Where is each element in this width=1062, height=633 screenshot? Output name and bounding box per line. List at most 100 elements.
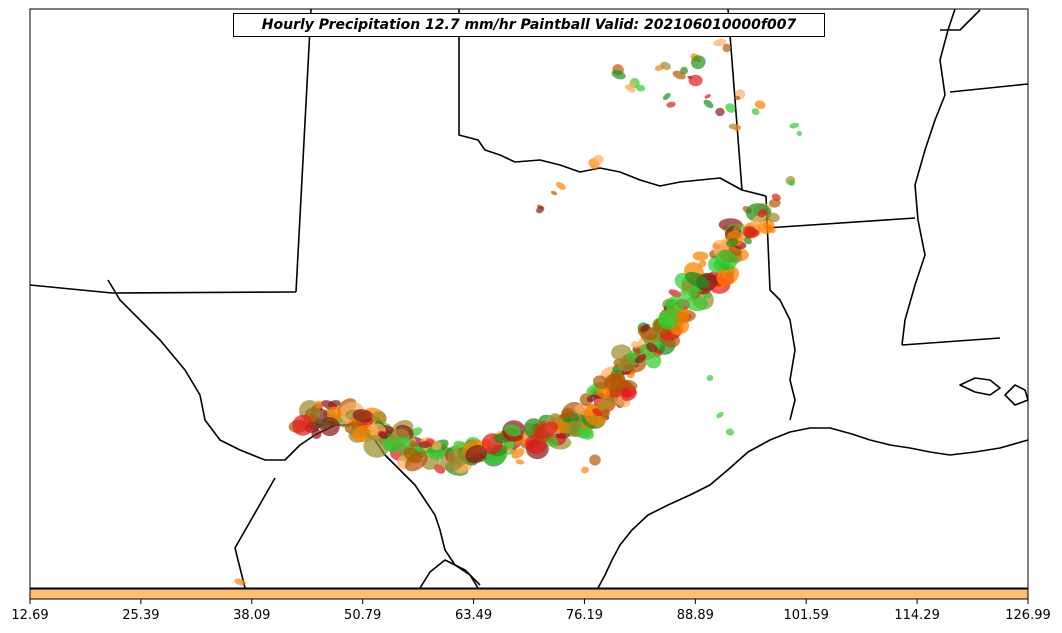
precip-blob	[363, 435, 390, 458]
precip-blob	[646, 342, 658, 353]
precip-blob	[767, 212, 780, 223]
colorbar-tick-label: 12.69	[11, 608, 49, 623]
precip-blob	[598, 393, 619, 411]
coastline-lakes	[959, 377, 1029, 406]
precip-blob	[617, 360, 635, 372]
precip-blob	[621, 388, 637, 402]
boundary-nm-tx	[295, 8, 312, 293]
precip-blob	[722, 43, 732, 53]
precip-blob	[662, 92, 671, 101]
precip-blob	[688, 74, 703, 87]
precip-blob	[555, 181, 566, 190]
boundary-ok-ar	[727, 8, 743, 191]
precip-blob	[596, 386, 611, 399]
precip-blob	[635, 353, 647, 364]
precip-blob	[515, 459, 525, 465]
precip-blob	[536, 206, 545, 214]
precip-blob	[726, 238, 739, 247]
precip-blob	[690, 55, 706, 70]
precip-blob	[630, 341, 641, 349]
precip-blob	[319, 417, 340, 437]
precip-blob	[704, 94, 711, 99]
precip-blob	[326, 406, 342, 421]
boundary-tx-ok	[458, 9, 767, 197]
precip-blob	[624, 84, 636, 93]
precip-blob	[309, 414, 319, 422]
precip-blob	[734, 95, 741, 101]
precip-blob	[703, 292, 712, 299]
boundary-tx-la	[765, 195, 796, 421]
precip-blob	[672, 70, 686, 80]
precip-blob	[744, 226, 756, 238]
colorbar-tick-label: 126.99	[1005, 608, 1051, 623]
boundary-mississippi	[901, 8, 956, 346]
precip-blob	[743, 236, 752, 245]
precip-blob	[703, 99, 714, 109]
precip-blob	[768, 198, 781, 208]
precip-blob	[757, 208, 767, 218]
precip-blob	[668, 289, 682, 298]
precip-blob	[446, 448, 468, 467]
precip-blob	[431, 441, 442, 451]
precip-blob	[592, 155, 604, 166]
map-frame	[29, 8, 1029, 589]
precip-blob	[715, 107, 725, 117]
precip-blob	[692, 251, 709, 261]
precip-blob	[352, 409, 374, 423]
precip-blob	[465, 444, 487, 464]
boundary-mexico-internal-2	[419, 559, 481, 589]
precip-blob	[577, 426, 595, 440]
precip-blob	[666, 101, 676, 108]
colorbar-tick-label: 50.79	[344, 608, 382, 623]
precip-blob	[640, 323, 651, 333]
precip-blob	[511, 448, 525, 459]
precip-blob	[592, 408, 603, 417]
precip-blob	[586, 394, 597, 403]
precip-blob	[714, 250, 738, 271]
boundary-ar-la	[765, 217, 916, 229]
colorbar-tick-label: 101.59	[783, 608, 829, 623]
colorbar-tick-label: 25.39	[122, 608, 160, 623]
precip-blob	[716, 411, 724, 419]
precip-blob	[621, 379, 638, 390]
precip-blob	[706, 374, 714, 382]
precip-blob	[796, 130, 803, 136]
precip-blob	[725, 428, 735, 436]
precip-blob	[660, 61, 671, 71]
colorbar-ticks	[29, 599, 1029, 604]
precip-blob	[685, 271, 710, 288]
precip-blob	[754, 100, 766, 110]
precip-blob	[725, 103, 736, 113]
colorbar-tick-label: 88.89	[676, 608, 714, 623]
precip-blob	[751, 108, 760, 116]
precip-blob	[404, 451, 428, 472]
precip-blob	[788, 179, 795, 186]
colorbar	[29, 588, 1029, 600]
precip-blob	[611, 344, 632, 361]
boundary-ms-tn	[949, 83, 1029, 93]
precip-blob	[716, 265, 740, 286]
precip-blob	[592, 375, 609, 389]
precip-blob	[606, 372, 626, 391]
precipitation-blobs	[234, 39, 803, 586]
precip-blob	[378, 431, 389, 440]
precip-blob	[504, 424, 522, 437]
precip-blob	[561, 408, 575, 419]
coastline-gulf	[597, 427, 1029, 589]
precip-blob	[550, 190, 558, 196]
colorbar-tick-label: 38.09	[233, 608, 271, 623]
precip-blob	[611, 70, 626, 80]
precip-blob	[427, 445, 445, 461]
precip-blob	[581, 466, 589, 474]
precip-blob	[644, 352, 662, 369]
colorbar-tick-label: 76.19	[565, 608, 604, 623]
precip-blob	[234, 578, 246, 586]
precip-blob	[713, 39, 727, 47]
state-boundaries	[29, 8, 1029, 589]
colorbar-tick-label: 63.49	[454, 608, 493, 623]
precip-blob	[371, 411, 387, 425]
precip-blob	[733, 125, 742, 131]
precip-blob	[789, 122, 800, 129]
colorbar-tick-label: 114.29	[894, 608, 940, 623]
